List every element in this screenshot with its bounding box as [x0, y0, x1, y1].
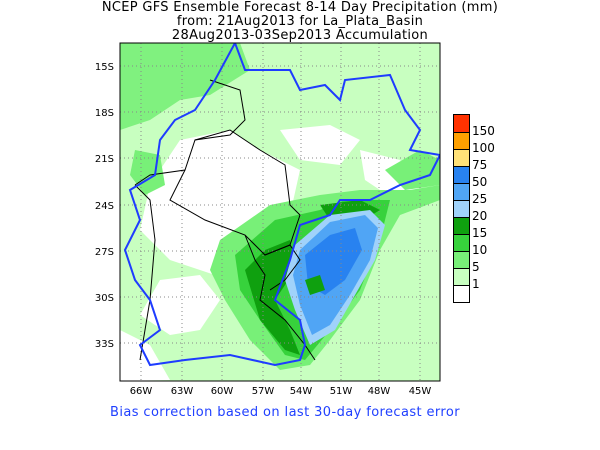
- legend-swatch: [454, 217, 469, 234]
- legend-label: 150: [472, 124, 495, 138]
- legend-swatch: [454, 285, 469, 302]
- legend-swatch: [454, 166, 469, 183]
- title-line-2: from: 21Aug2013 for La_Plata_Basin: [176, 14, 424, 29]
- legend-swatch: [454, 132, 469, 149]
- precip-5mm-coast: [385, 150, 440, 190]
- lat-label: 15S: [95, 62, 114, 73]
- title-line-3: 28Aug2013-03Sep2013 Accumulation: [171, 28, 429, 43]
- legend-swatch: [454, 183, 469, 200]
- lon-label: 60W: [211, 386, 234, 397]
- legend-label: 15: [472, 226, 488, 240]
- lon-label: 63W: [171, 386, 194, 397]
- footer-note: Bias correction based on last 30-day for…: [110, 405, 460, 420]
- precip-5mm-north: [120, 43, 250, 130]
- lat-label: 27S: [95, 247, 114, 258]
- dry-area-chaco: [140, 130, 300, 275]
- latitude-labels: 15S 18S 21S 24S 27S 30S 33S: [95, 62, 114, 350]
- precip-15mm-spot: [305, 275, 325, 295]
- legend-label: 5: [472, 260, 480, 274]
- lat-label: 30S: [95, 293, 114, 304]
- map-frame: [119, 42, 441, 382]
- lat-label: 21S: [95, 154, 114, 165]
- lon-label: 51W: [330, 386, 353, 397]
- dry-area-north: [280, 125, 360, 165]
- legend-label: 75: [472, 158, 488, 172]
- lat-label: 18S: [95, 108, 114, 119]
- legend-swatch: [454, 115, 469, 132]
- lon-label: 66W: [130, 386, 153, 397]
- lon-label: 54W: [290, 386, 313, 397]
- legend-label: 10: [472, 243, 488, 257]
- longitude-labels: 66W 63W 60W 57W 54W 51W 48W 45W: [130, 386, 432, 397]
- legend-label: 20: [472, 209, 488, 223]
- lat-label: 33S: [95, 339, 114, 350]
- legend-label: 1: [472, 277, 480, 291]
- lat-label: 24S: [95, 201, 114, 212]
- color-legend: [453, 114, 470, 303]
- lon-label: 48W: [368, 386, 391, 397]
- legend-swatch: [454, 234, 469, 251]
- legend-label: 100: [472, 141, 495, 155]
- lon-label: 45W: [409, 386, 432, 397]
- legend-label: 25: [472, 192, 488, 206]
- legend-swatch: [454, 251, 469, 268]
- dry-area-south: [140, 275, 220, 335]
- legend-swatch: [454, 268, 469, 285]
- legend-label: 50: [472, 175, 488, 189]
- la-plata-basin-outline: [123, 43, 440, 367]
- legend-swatch: [454, 200, 469, 217]
- lon-label: 57W: [252, 386, 275, 397]
- title-line-1: NCEP GFS Ensemble Forecast 8-14 Day Prec…: [101, 0, 499, 15]
- grid-lines: [120, 43, 440, 381]
- legend-swatch: [454, 149, 469, 166]
